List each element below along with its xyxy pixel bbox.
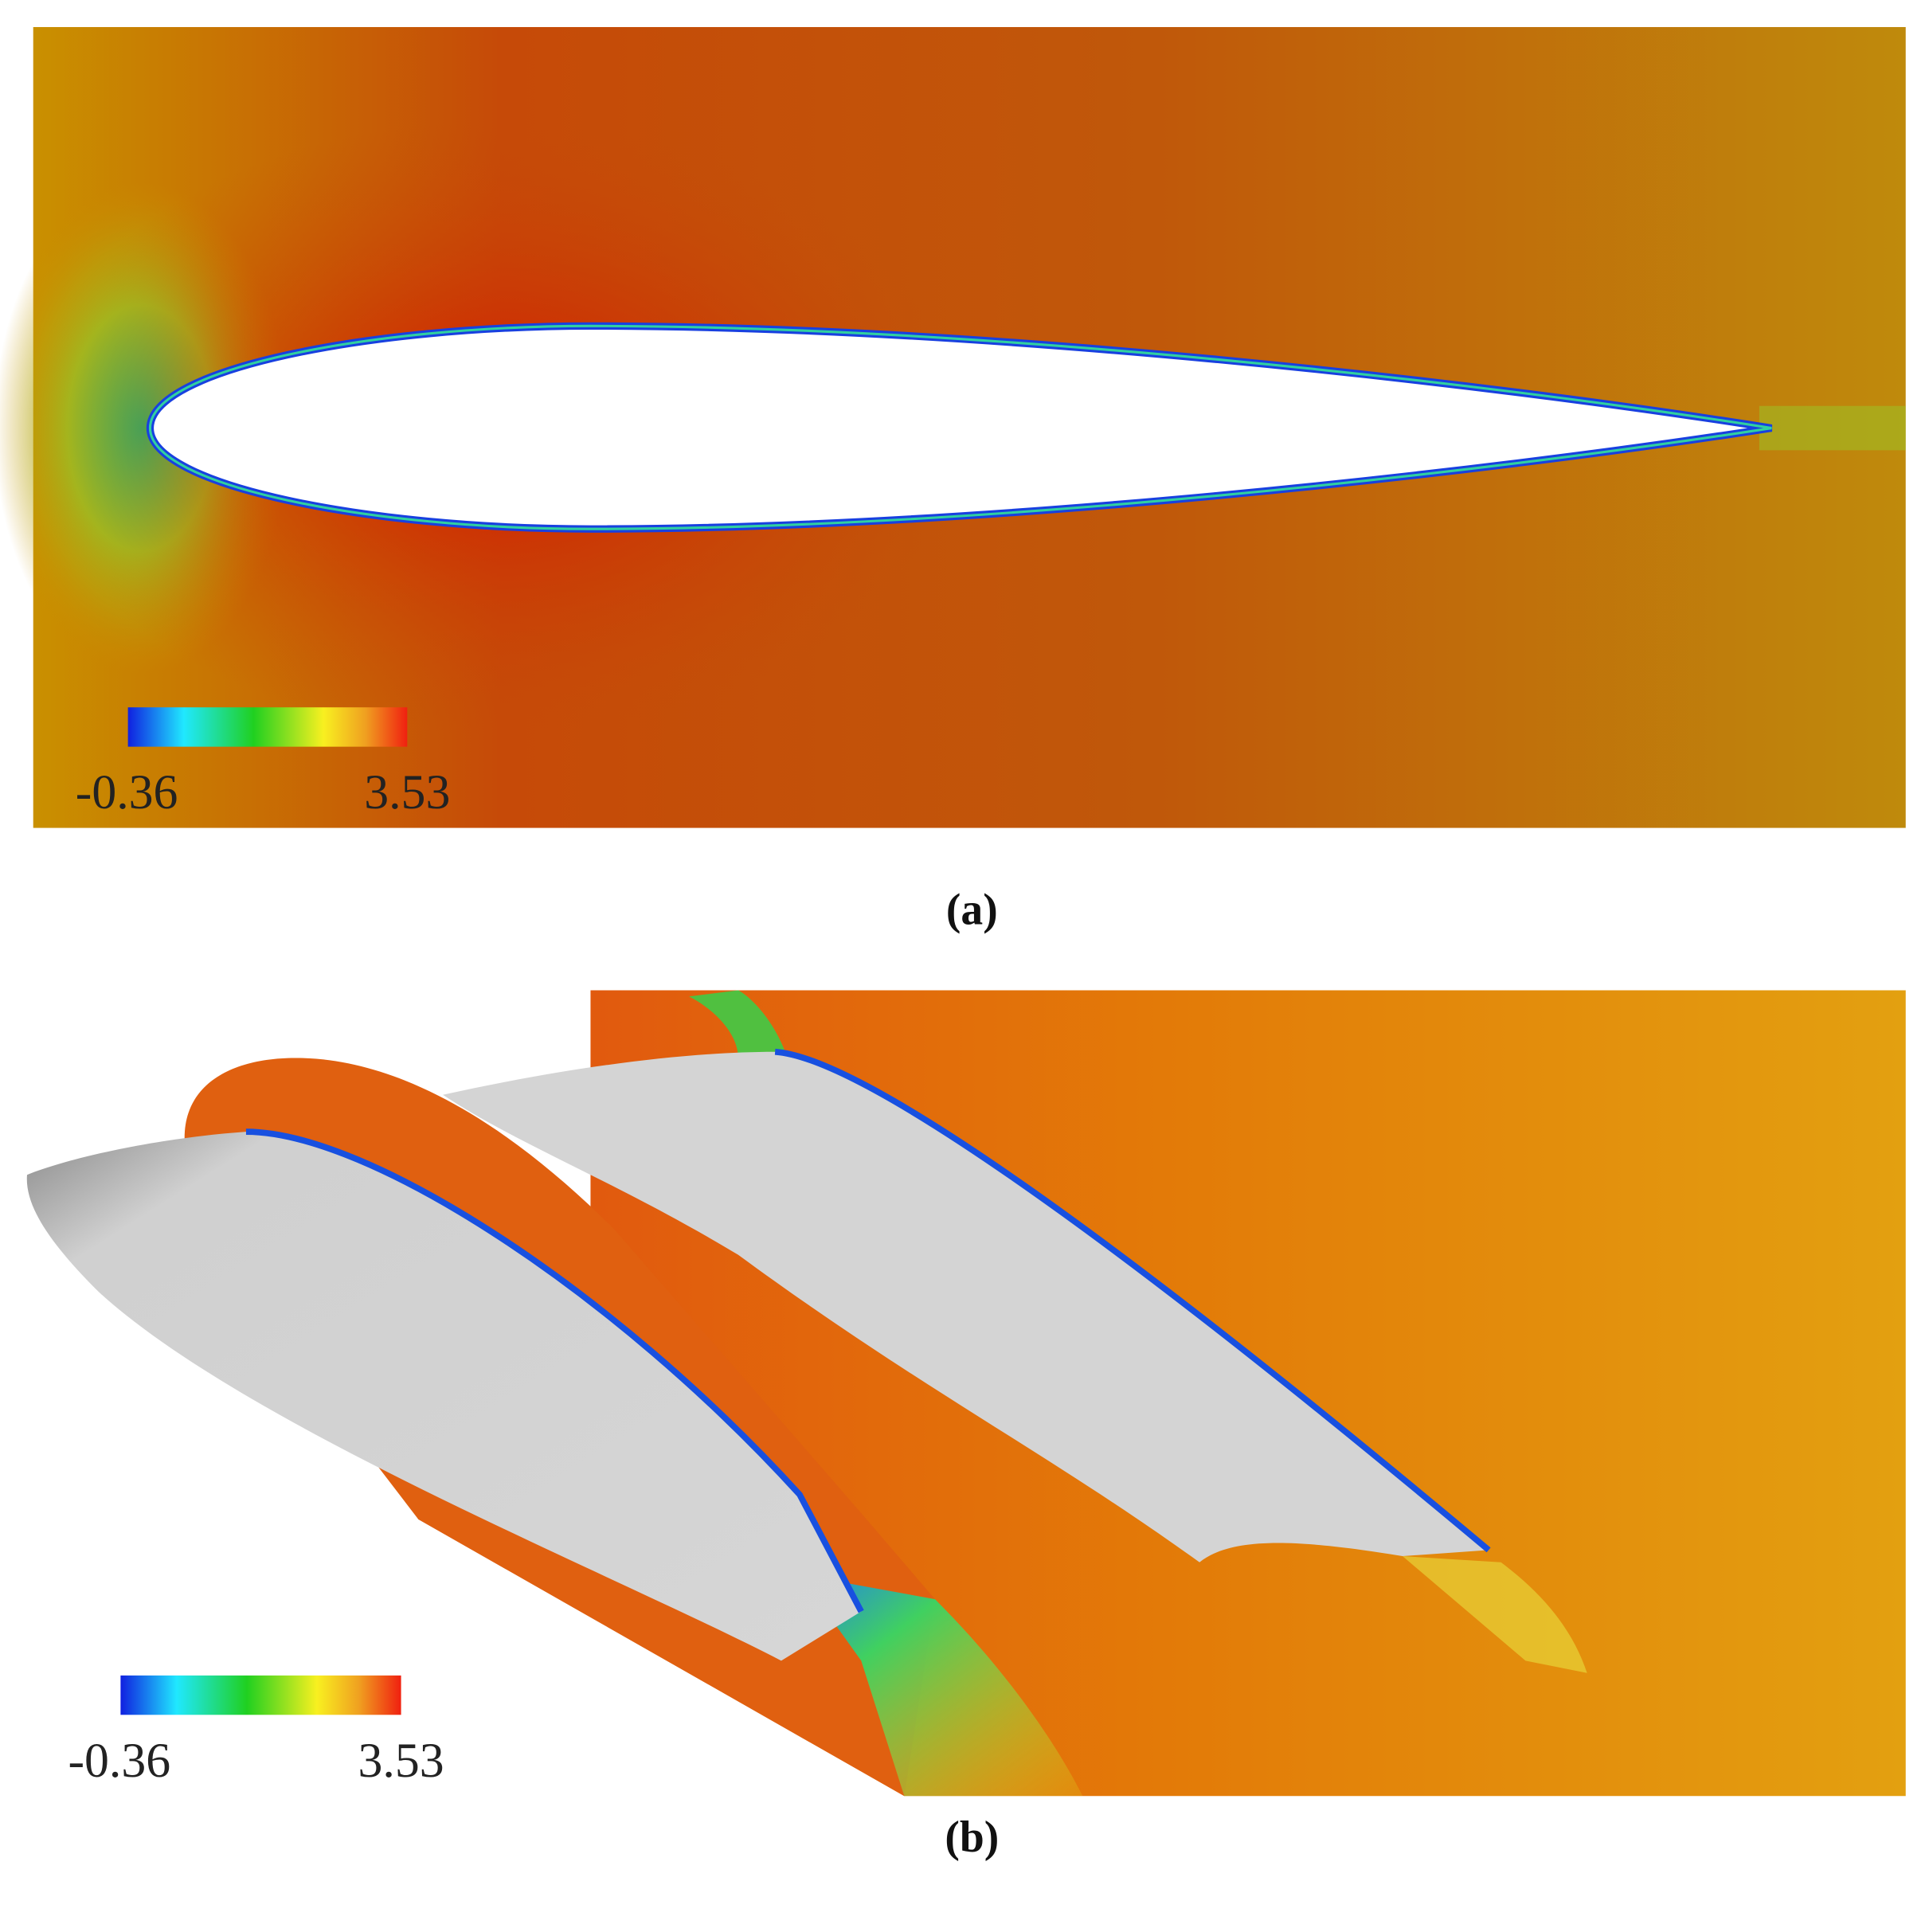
blade-edge — [245, 1128, 864, 1613]
colorbar-max: 3.53 — [358, 1734, 444, 1788]
caption: (a) — [946, 885, 998, 934]
figure-content: -0.36 3.53 (a) -0.36 3.53 (b) — [0, 26, 1906, 1862]
colorbar-min: -0.36 — [68, 1734, 170, 1788]
wake — [800, 1574, 1083, 1797]
caption: (b) — [945, 1813, 999, 1862]
airfoil-edge — [148, 324, 1772, 530]
colorbar — [120, 1675, 401, 1715]
wake — [1759, 405, 1906, 451]
stagnation-region — [689, 990, 788, 1058]
wake — [1402, 1556, 1587, 1673]
panel-a: -0.36 3.53 (a) — [0, 26, 1906, 934]
panel-b: -0.36 3.53 (b) — [26, 990, 1906, 1862]
blade — [26, 1132, 862, 1661]
blade-edge — [774, 1048, 1491, 1553]
blade — [443, 1051, 1489, 1562]
colorbar-max: 3.53 — [364, 765, 450, 819]
colorbar-min: -0.36 — [76, 765, 178, 819]
colorbar — [127, 707, 408, 747]
